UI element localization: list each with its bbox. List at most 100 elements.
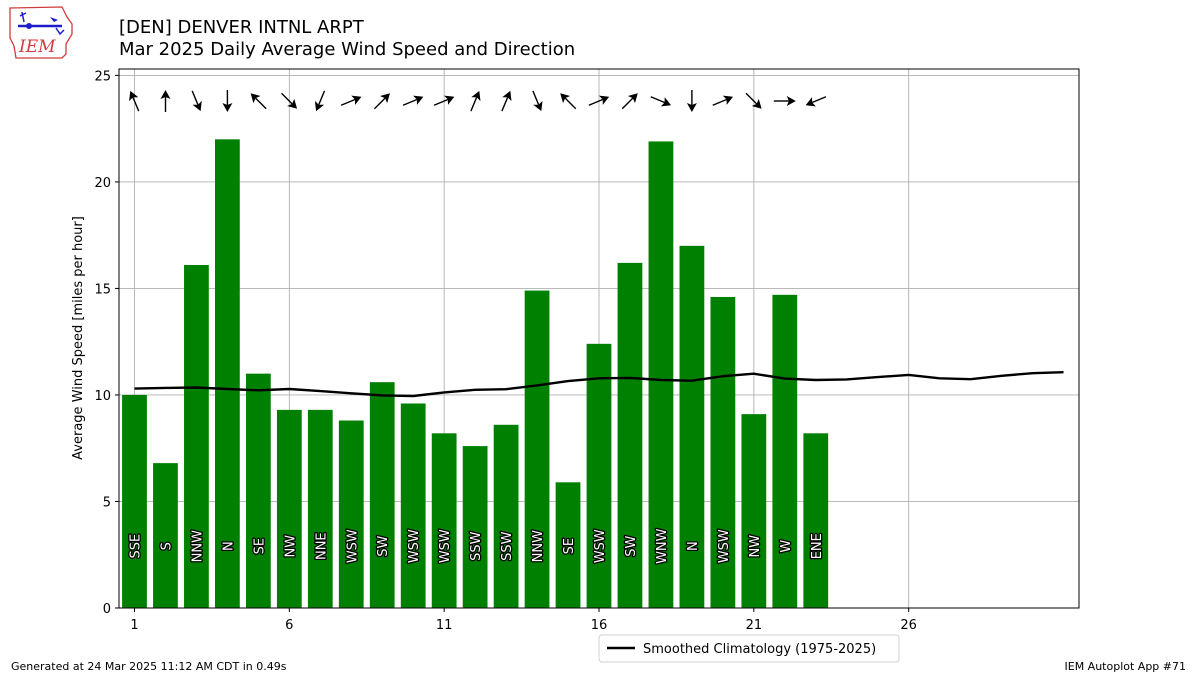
y-tick-label: 20 <box>94 176 111 191</box>
y-tick-label: 25 <box>94 69 111 84</box>
wind-direction-arrow <box>470 90 481 112</box>
wind-direction-arrow <box>621 93 638 110</box>
direction-label: WSW <box>407 529 422 563</box>
arrow-shaft <box>433 98 449 106</box>
wind-speed-bar <box>184 265 209 608</box>
direction-label: NNE <box>314 532 329 560</box>
wind-speed-bar <box>710 296 736 608</box>
arrow-shaft <box>402 98 418 106</box>
direction-label: SSW <box>500 531 515 561</box>
y-axis-label: Average Wind Speed [miles per hour] <box>71 216 86 460</box>
wind-speed-bar <box>400 403 426 608</box>
wind-speed-bar <box>555 482 581 608</box>
wind-speed-bar <box>679 245 705 608</box>
direction-label: SW <box>624 536 639 557</box>
arrow-shaft <box>340 98 356 106</box>
y-tick-label: 10 <box>94 389 111 404</box>
direction-labels: SSE S NNW N SE NW NNE WSW SW WSW WSW SSW SSW NNW SE WSW… <box>127 527 826 565</box>
arrow-head <box>722 95 734 105</box>
arrow-shaft <box>621 97 634 110</box>
direction-label: WSW <box>593 529 608 563</box>
wind-direction-arrow <box>650 96 672 107</box>
wind-speed-bar <box>524 290 550 608</box>
wind-direction-arrow <box>433 95 455 106</box>
legend-climatology-label: Smoothed Climatology (1975-2025) <box>643 642 876 657</box>
direction-label: SE <box>252 538 267 554</box>
logo-text: IEM <box>18 37 56 57</box>
arrow-shaft <box>564 97 577 110</box>
wind-speed-bar <box>245 373 271 608</box>
wind-direction-arrow <box>250 93 267 110</box>
wind-direction-arrow <box>340 95 362 106</box>
iem-logo: IEM <box>9 6 73 59</box>
direction-label: NNW <box>531 530 546 562</box>
wind-speed-bar <box>741 414 767 608</box>
wind-speed-bars <box>122 139 829 608</box>
direction-label: SSE <box>129 534 144 559</box>
x-tick-label: 11 <box>436 618 453 633</box>
wind-speed-bar <box>431 433 457 608</box>
wind-speed-bar <box>338 420 364 608</box>
direction-label: SE <box>562 538 577 554</box>
arrow-head <box>160 90 171 99</box>
arrow-head <box>250 93 261 104</box>
arrow-head <box>222 103 233 112</box>
arrow-head <box>129 90 139 102</box>
wind-direction-arrow <box>745 92 762 109</box>
wind-speed-bar <box>617 262 643 608</box>
wind-direction-arrow <box>805 96 827 107</box>
arrow-head <box>287 98 298 109</box>
direction-label: SSW <box>469 531 484 561</box>
climatology-line <box>134 371 1064 398</box>
x-tick-label: 1 <box>130 618 138 633</box>
direction-label: NW <box>748 535 763 558</box>
arrow-head <box>192 100 202 112</box>
x-tick-label: 6 <box>285 618 293 633</box>
direction-label: NW <box>283 535 298 558</box>
arrow-head <box>533 100 543 112</box>
wind-speed-bar <box>307 409 333 608</box>
wind-speed-bar <box>462 446 488 608</box>
generated-timestamp: Generated at 24 Mar 2025 11:12 AM CDT in… <box>11 660 287 673</box>
wind-speed-bar <box>122 394 147 608</box>
y-tick-label: 15 <box>94 282 111 297</box>
arrow-shaft <box>712 98 727 106</box>
arrow-shaft <box>318 90 326 105</box>
arrow-head <box>471 90 481 102</box>
arrow-head <box>413 95 424 105</box>
x-tick-label: 21 <box>746 618 763 633</box>
arrow-shaft <box>255 97 267 110</box>
wind-speed-bar <box>369 382 395 608</box>
y-tick-label: 0 <box>103 602 111 617</box>
wind-direction-arrow <box>373 93 390 110</box>
arrow-shaft <box>532 90 540 105</box>
wind-direction-arrow <box>712 95 734 106</box>
x-tick-label: 26 <box>900 618 917 633</box>
autoplot-app-id: IEM Autoplot App #71 <box>1064 660 1187 673</box>
arrow-head <box>314 100 325 112</box>
y-tick-label: 5 <box>103 495 111 510</box>
arrow-shaft <box>745 92 758 105</box>
arrow-shaft <box>470 97 478 112</box>
direction-label: N <box>221 541 236 551</box>
wind-direction-arrow <box>686 90 697 112</box>
arrow-shaft <box>650 96 665 104</box>
arrow-head <box>660 97 672 107</box>
wind-direction-arrow <box>773 96 796 106</box>
chart-subtitle: Mar 2025 Daily Average Wind Speed and Di… <box>119 39 576 60</box>
arrow-head <box>627 93 638 104</box>
wind-direction-arrow <box>281 92 298 109</box>
legend: Smoothed Climatology (1975-2025) <box>598 634 900 663</box>
wind-direction-arrow <box>402 95 424 106</box>
wind-speed-bar <box>803 433 829 608</box>
x-tick-label: 16 <box>591 618 608 633</box>
arrow-head <box>786 96 796 106</box>
direction-label: W <box>779 540 794 553</box>
arrow-head <box>444 95 455 105</box>
arrow-head <box>598 95 610 105</box>
wind-direction-arrow <box>191 90 202 112</box>
direction-label: WNW <box>655 528 670 564</box>
wind-direction-arrow <box>501 90 512 112</box>
